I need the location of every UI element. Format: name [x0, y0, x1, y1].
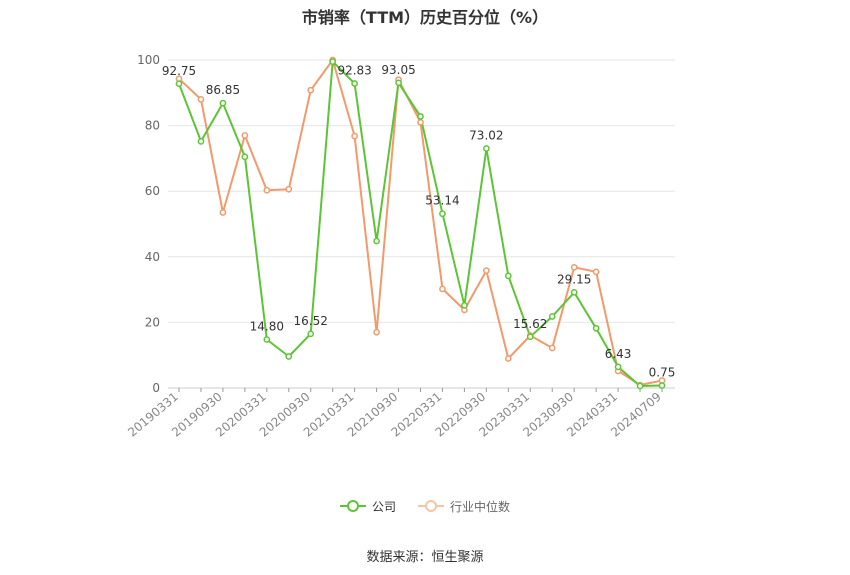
y-tick-label: 60	[145, 184, 160, 198]
data-point	[417, 113, 424, 120]
data-point	[197, 137, 205, 145]
legend-label-company: 公司	[371, 499, 396, 514]
data-point	[548, 344, 556, 352]
data-point	[329, 58, 337, 65]
y-tick-label: 80	[145, 119, 160, 133]
series-line-0	[178, 60, 663, 387]
data-point	[592, 268, 600, 276]
data-point	[504, 272, 512, 280]
data-label: 6.43	[605, 347, 632, 361]
chart-title: 市销率（TTM）历史百分位（%）	[301, 8, 549, 27]
data-label: 93.05	[381, 63, 415, 77]
data-point	[373, 237, 380, 245]
legend-label-industry-median: 行业中位数	[450, 499, 511, 514]
data-label: 14.80	[250, 319, 284, 333]
data-point	[263, 186, 271, 194]
data-point	[241, 132, 249, 139]
data-point	[395, 79, 402, 87]
series-line-1	[178, 59, 663, 386]
data-point	[658, 382, 666, 389]
data-label: 73.02	[469, 128, 503, 142]
chart-legend: 公司 行业中位数	[0, 496, 850, 516]
data-point	[285, 185, 293, 193]
y-tick-label: 40	[145, 250, 160, 264]
data-label: 16.52	[294, 314, 328, 328]
data-point	[614, 363, 622, 371]
legend-item-company[interactable]: 公司	[339, 498, 396, 515]
data-point	[241, 153, 249, 161]
data-source: 数据来源：恒生聚源	[366, 550, 484, 565]
data-point	[548, 313, 556, 320]
data-point	[483, 267, 490, 274]
data-point	[219, 99, 227, 107]
data-point	[307, 86, 315, 94]
data-point	[197, 96, 205, 103]
legend-swatch-industry-median	[418, 499, 444, 513]
data-point	[461, 301, 468, 309]
data-point	[504, 355, 512, 362]
data-point	[175, 80, 183, 88]
legend-swatch-company	[339, 499, 366, 513]
data-label: 86.85	[206, 83, 240, 97]
data-point	[483, 145, 490, 152]
data-point	[285, 353, 293, 360]
data-label: 92.75	[162, 64, 196, 78]
data-point	[351, 132, 358, 140]
data-point	[373, 328, 380, 336]
data-point	[570, 263, 578, 271]
y-tick-label: 20	[145, 315, 160, 329]
data-point	[263, 336, 271, 343]
data-point	[636, 382, 644, 390]
data-point	[307, 330, 315, 338]
data-point	[417, 118, 424, 126]
data-point	[351, 80, 358, 87]
data-point	[526, 333, 534, 341]
data-label: 53.14	[425, 194, 459, 208]
data-point	[439, 285, 446, 293]
data-label: 15.62	[513, 317, 547, 331]
y-tick-label: 100	[137, 53, 160, 67]
data-point	[592, 324, 600, 332]
data-label: 29.15	[557, 272, 591, 286]
data-label: 0.75	[649, 366, 676, 380]
data-label: 92.83	[337, 64, 371, 78]
legend-item-industry-median[interactable]: 行业中位数	[418, 498, 510, 515]
data-point	[570, 289, 578, 296]
y-tick-label: 0	[152, 381, 160, 395]
data-point	[219, 209, 227, 216]
data-point	[439, 210, 446, 218]
